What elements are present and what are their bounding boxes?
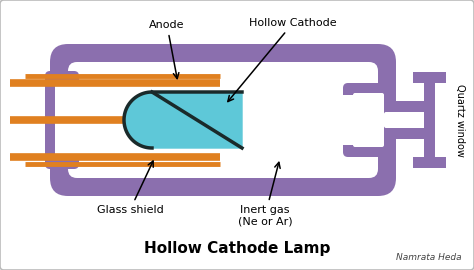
Polygon shape [124,92,242,148]
FancyBboxPatch shape [353,93,384,147]
FancyBboxPatch shape [55,81,69,159]
Text: Hollow Cathode: Hollow Cathode [228,18,337,102]
FancyBboxPatch shape [373,101,435,139]
Bar [413,157,446,168]
Text: Namrata Heda: Namrata Heda [396,253,462,262]
Text: Glass shield: Glass shield [97,161,164,215]
Text: Hollow Cathode Lamp: Hollow Cathode Lamp [144,241,330,255]
Text: Inert gas
(Ne or Ar): Inert gas (Ne or Ar) [237,162,292,227]
FancyBboxPatch shape [343,83,389,157]
FancyBboxPatch shape [384,112,434,128]
Bar [424,72,435,168]
FancyBboxPatch shape [50,44,396,196]
Bar [62,83,86,157]
FancyBboxPatch shape [68,62,378,178]
Bar [343,95,358,145]
Text: Anode: Anode [149,20,185,79]
Bar [376,114,391,126]
Text: Quartz window: Quartz window [455,83,465,156]
Bar [413,72,446,83]
FancyBboxPatch shape [45,71,79,169]
